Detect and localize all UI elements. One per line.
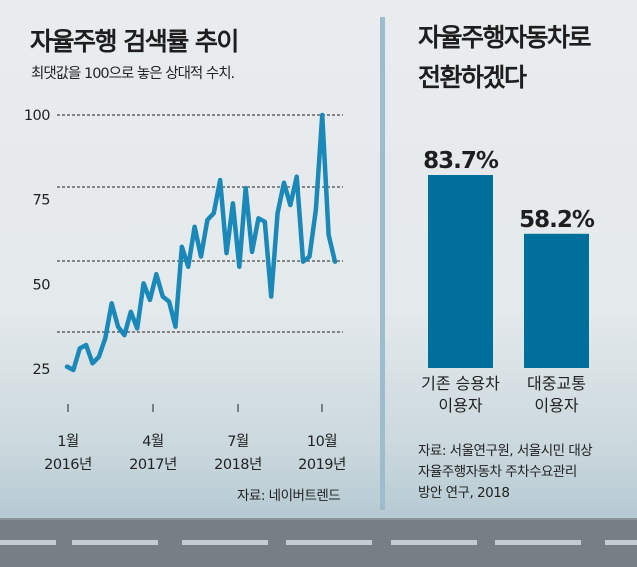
road-decoration: [0, 518, 637, 567]
road-dash: [495, 540, 581, 545]
y-tick-label: 25: [33, 362, 50, 378]
y-tick-label: 75: [33, 193, 50, 209]
road-dash: [391, 540, 477, 545]
bar-chart-source: 자료: 서울연구원, 서울시민 대상 자율주행자동차 주차수요관리 방안 연구,…: [418, 441, 593, 504]
bar-chart-title: 자율주행자동차로 전환하겠다: [418, 18, 628, 98]
bar-category-label: 이용자: [438, 396, 482, 415]
line-chart-source: 자료: 네이버트렌드: [237, 488, 341, 504]
x-tick-year: 2018년: [214, 456, 262, 473]
road-dash: [72, 540, 158, 545]
bar-chart-title-line-1: 자율주행자동차로: [418, 23, 592, 52]
road-dash: [286, 540, 372, 545]
bar-category-label: 대중교통: [527, 374, 586, 393]
y-tick-label: 100: [24, 108, 50, 124]
bar-value-label: 58.2%: [519, 207, 595, 233]
x-tick-month: 1월: [57, 433, 79, 450]
road-dash: [182, 540, 268, 545]
x-tick-year: 2016년: [44, 456, 92, 473]
bar-source-line-1: 자료: 서울연구원, 서울시민 대상: [418, 443, 593, 459]
road-dash: [605, 540, 637, 545]
bar-category-label: 이용자: [534, 396, 578, 415]
bar: [428, 175, 493, 368]
bar-source-line-3: 방안 연구, 2018: [418, 485, 510, 501]
bar-source-line-2: 자율주행자동차 주차수요관리: [418, 464, 577, 480]
bar-value-label: 83.7%: [423, 148, 499, 174]
line-chart-title: 자율주행 검색률 추이: [30, 27, 239, 56]
bar: [524, 233, 589, 368]
x-tick-year: 2017년: [129, 456, 177, 473]
y-tick-label: 50: [33, 277, 51, 293]
road-dash: [0, 540, 56, 545]
x-tick-month: 4월: [142, 433, 164, 450]
divider: [380, 17, 385, 510]
x-tick-month: 10월: [307, 433, 337, 450]
line-chart-subtitle: 최댓값을 100으로 놓은 상대적 수치.: [31, 66, 235, 82]
x-tick-year: 2019년: [298, 456, 346, 473]
bar-chart-title-line-2: 전환하겠다: [418, 63, 527, 92]
x-tick-month: 7월: [227, 433, 249, 450]
bar-category-label: 기존 승용차: [421, 374, 500, 393]
